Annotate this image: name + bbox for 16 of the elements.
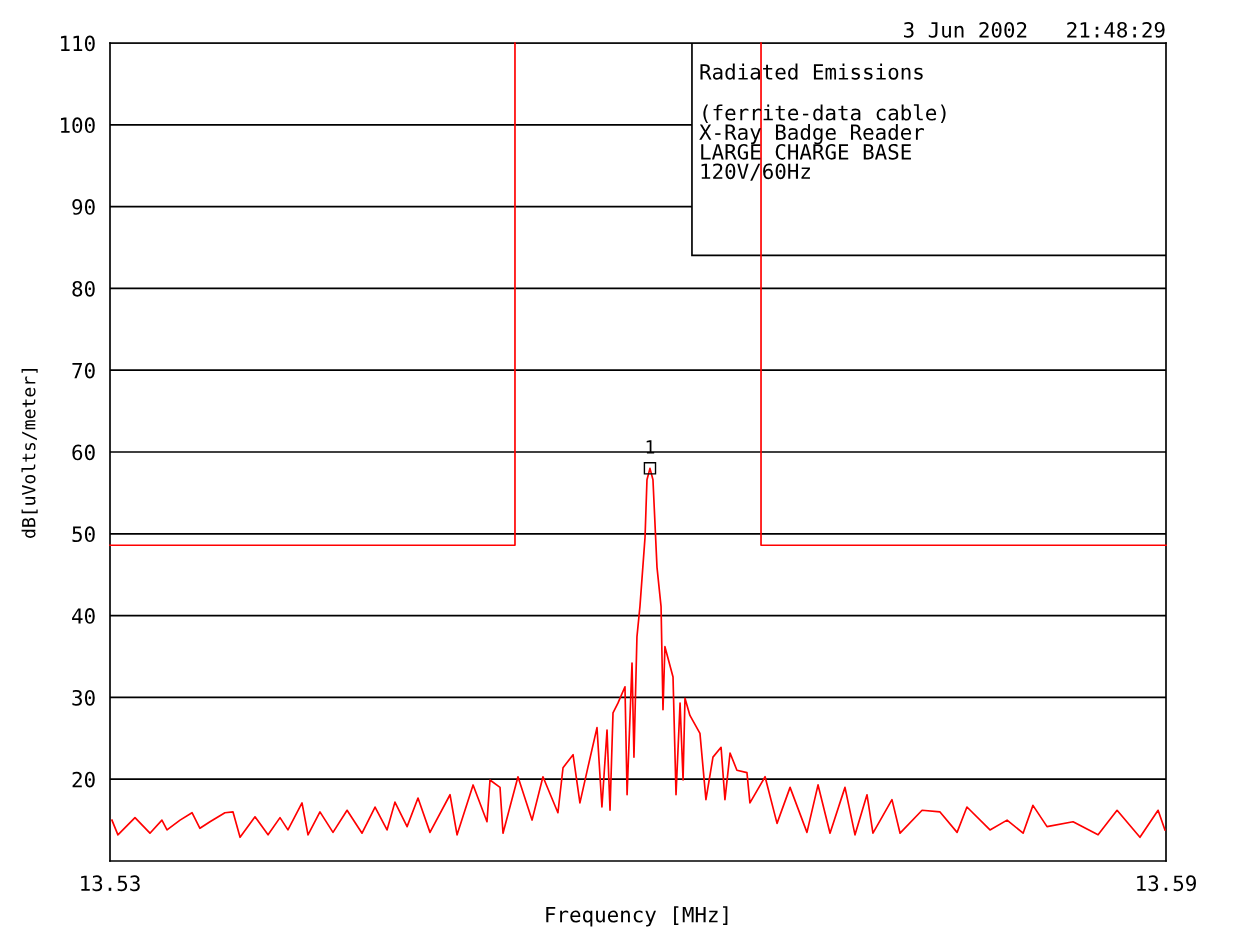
y-tick-label: 90 [72, 199, 95, 215]
x-axis-title: Frequency [MHz] [546, 906, 728, 927]
x-tick-label: 13.59 [1137, 875, 1196, 892]
y-tick-label: 40 [72, 608, 95, 624]
y-tick-label: 30 [72, 689, 95, 706]
chart-title: 3 Jun 2002 21:48:29 [904, 21, 1165, 38]
x-tick-label: 13.53 [81, 875, 140, 892]
y-tick-label: 110 [60, 35, 95, 52]
y-tick-label: 60 [72, 444, 95, 461]
y-tick-label: 50 [72, 526, 95, 543]
y-tick-label: 100 [60, 117, 95, 134]
annotation: 1 [646, 440, 655, 454]
y-tick-label: 80 [72, 280, 95, 297]
y-tick-label: 20 [72, 771, 95, 788]
y-axis-title: dB[uVolts/meter] [21, 369, 38, 538]
y-tick-label: 70 [72, 362, 95, 379]
